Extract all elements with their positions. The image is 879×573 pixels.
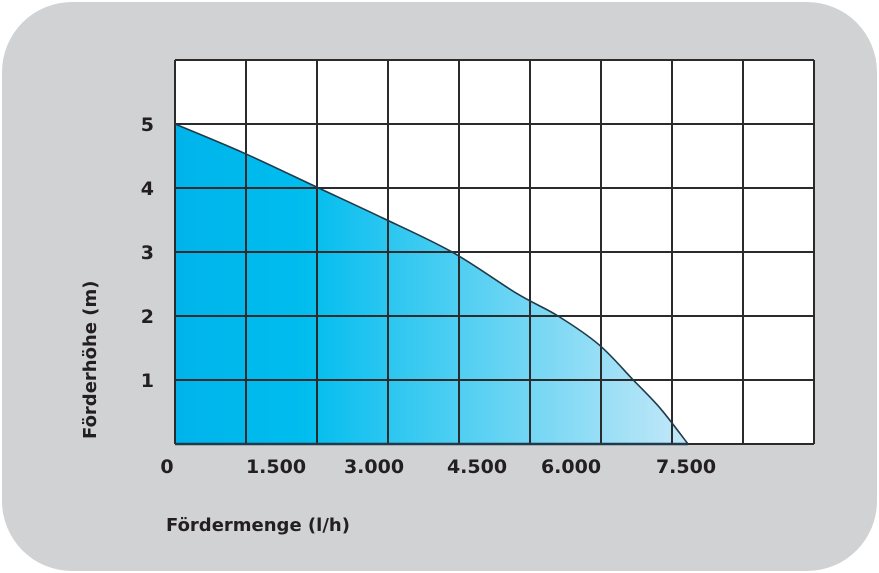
y-axis-ticks: 1 2 3 4 5 [141,114,154,392]
x-tick: 4.500 [447,456,507,478]
y-tick: 1 [141,370,154,392]
grid-lines [174,59,815,445]
performance-curve [174,123,689,445]
x-tick: 6.000 [541,456,601,478]
x-axis-title: Fördermenge (l/h) [166,515,350,536]
y-tick: 4 [141,178,154,200]
x-tick: 1.500 [246,456,306,478]
y-tick: 2 [141,306,154,328]
x-tick: 0 [160,456,173,478]
x-axis-ticks: 0 1.500 3.000 4.500 6.000 7.500 [160,456,716,478]
y-axis-title: Förderhöhe (m) [80,281,101,439]
y-tick: 5 [141,114,154,136]
x-tick: 3.000 [344,456,404,478]
performance-area [175,124,688,444]
x-tick: 7.500 [656,456,716,478]
y-tick: 3 [141,242,154,264]
